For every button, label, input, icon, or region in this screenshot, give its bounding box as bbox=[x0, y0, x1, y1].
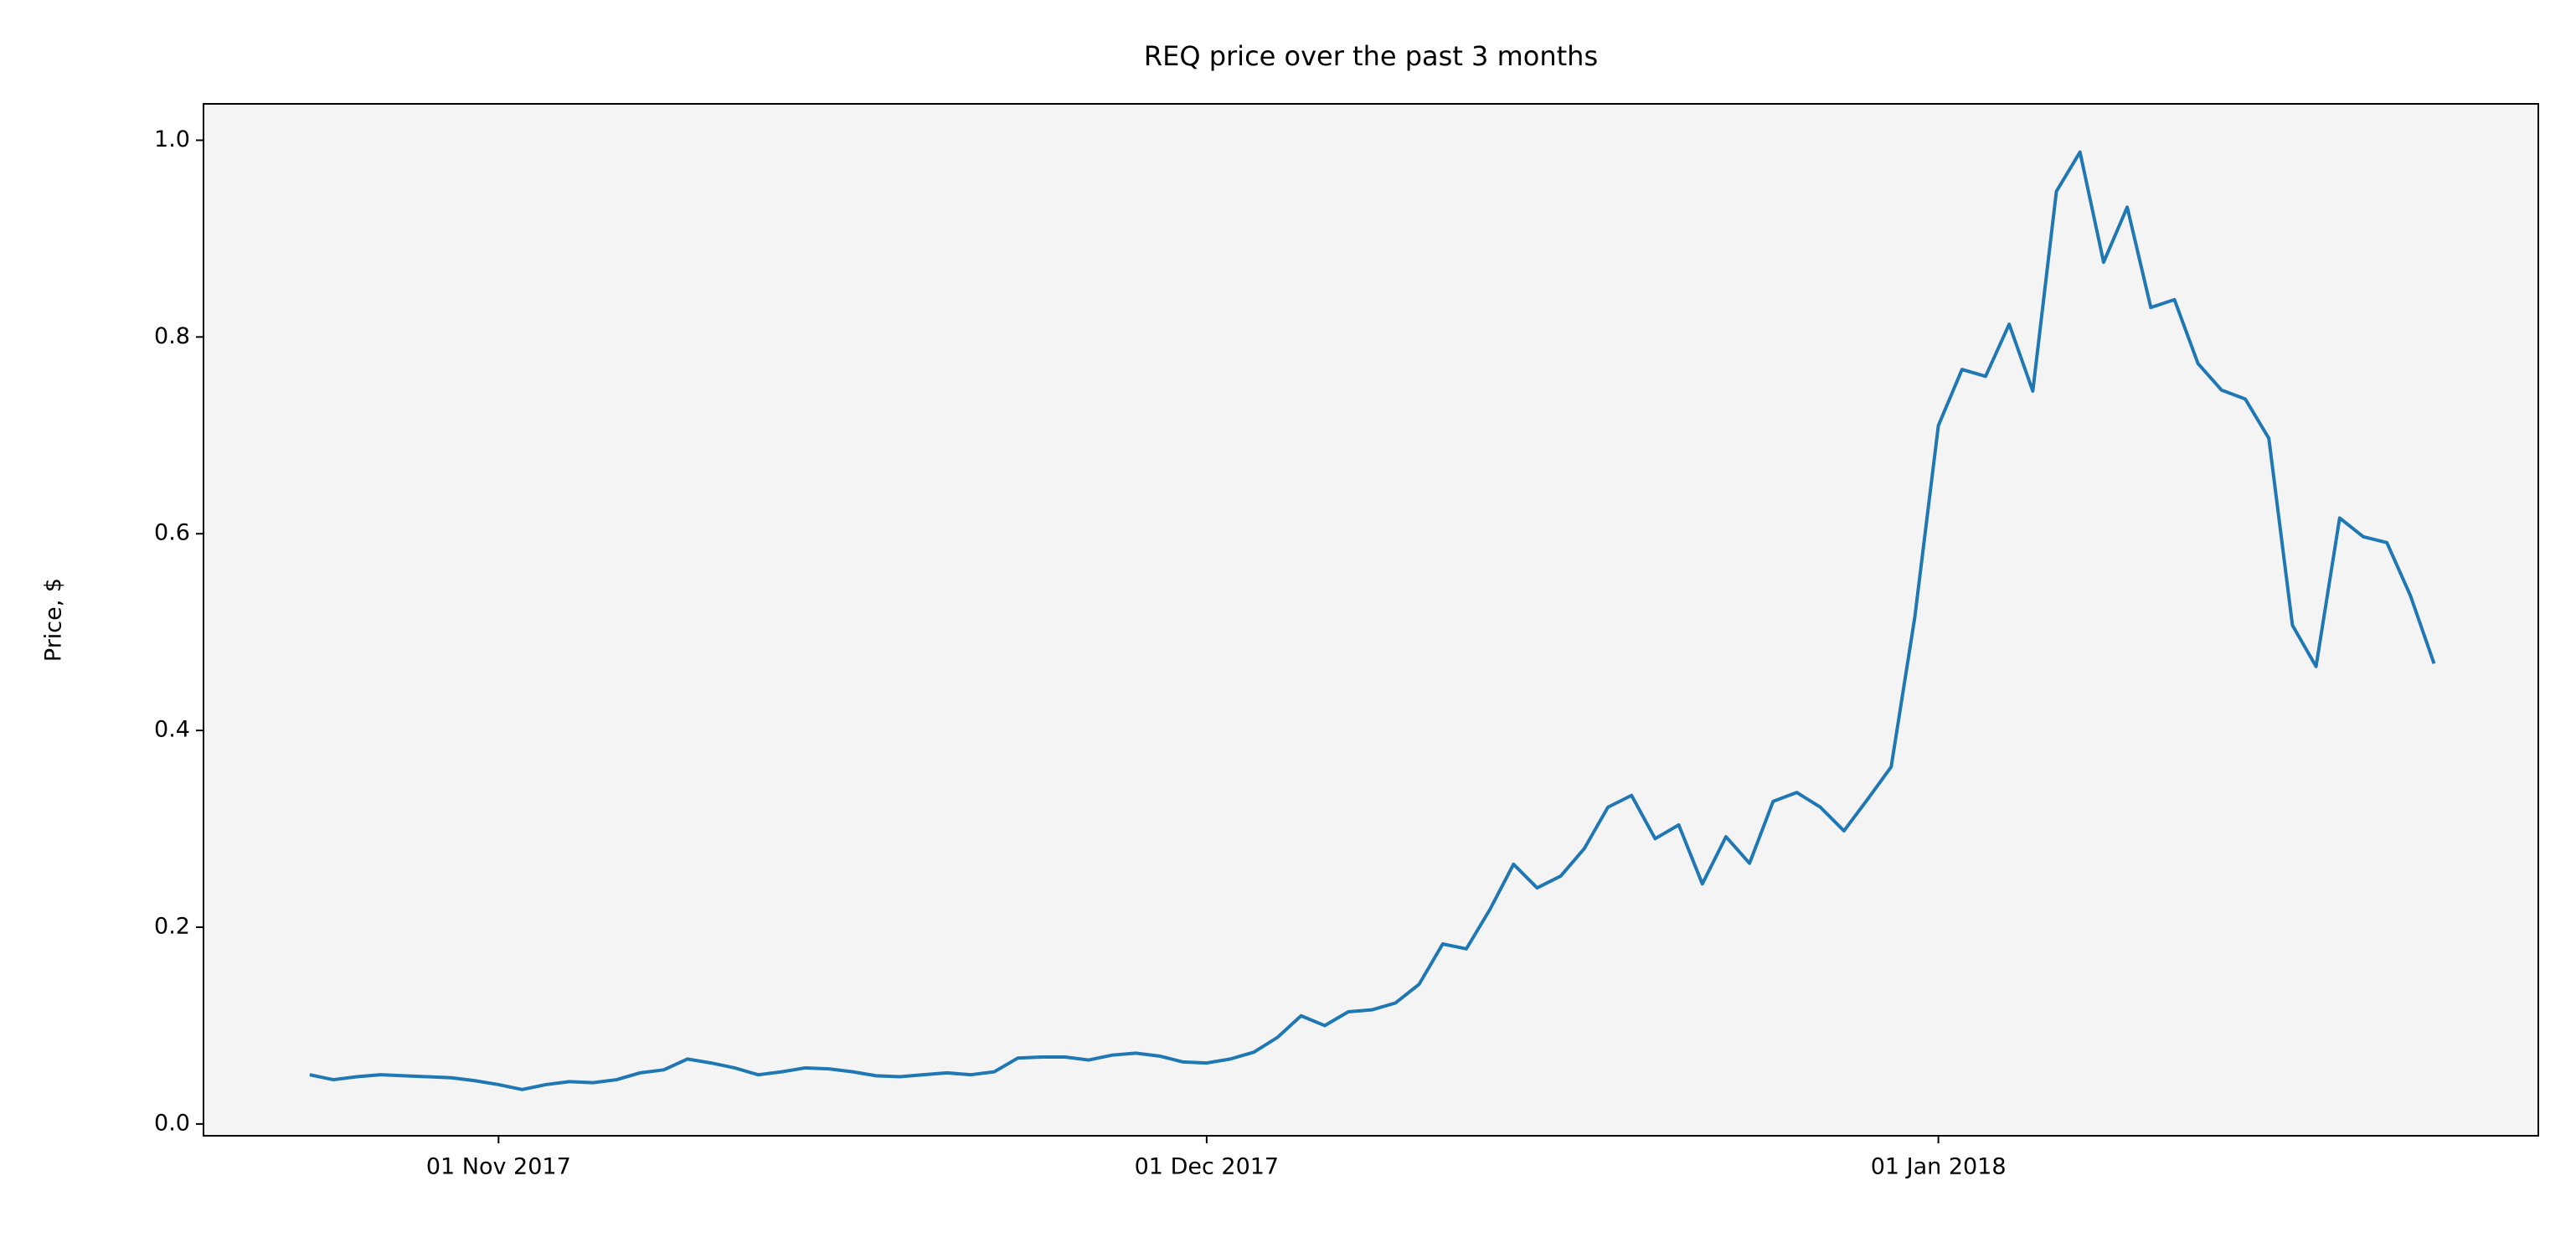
y-tick-label: 1.0 bbox=[154, 126, 190, 152]
y-tick-label: 0.4 bbox=[154, 717, 190, 743]
x-tick-label: 01 Dec 2017 bbox=[1135, 1154, 1279, 1180]
y-tick-label: 0.2 bbox=[154, 914, 190, 940]
x-tick-label: 01 Nov 2017 bbox=[426, 1154, 571, 1180]
plot-frame bbox=[203, 103, 2539, 1137]
y-tick-label: 0.6 bbox=[154, 520, 190, 546]
y-axis-label: Price, $ bbox=[41, 578, 67, 662]
x-tick-label: 01 Jan 2018 bbox=[1871, 1154, 2007, 1180]
y-tick-label: 0.0 bbox=[154, 1110, 190, 1136]
y-tick-label: 0.8 bbox=[154, 323, 190, 349]
chart-title: REQ price over the past 3 months bbox=[1144, 40, 1598, 72]
line-series bbox=[309, 150, 2436, 1091]
plot-background bbox=[204, 104, 2538, 1136]
